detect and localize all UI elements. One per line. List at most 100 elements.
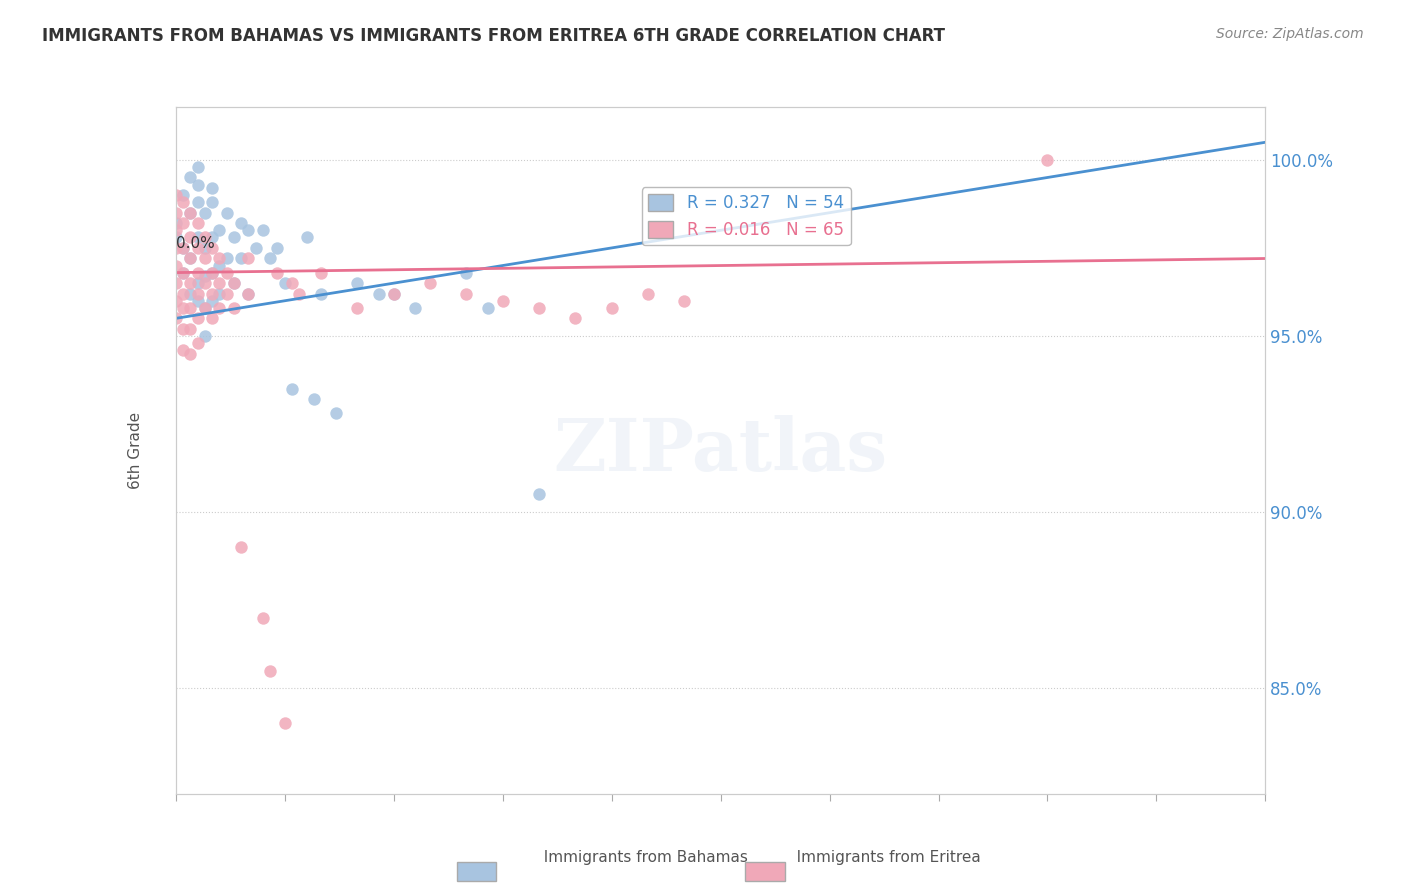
Point xyxy=(208,223,231,237)
Text: Source: ZipAtlas.com: Source: ZipAtlas.com xyxy=(1216,27,1364,41)
Point xyxy=(172,216,194,230)
Point xyxy=(477,301,499,315)
Point xyxy=(368,286,391,301)
Point xyxy=(179,276,201,290)
Point xyxy=(165,205,187,219)
Point xyxy=(456,266,478,280)
Point xyxy=(186,195,209,210)
Point xyxy=(252,223,274,237)
Point xyxy=(215,205,238,219)
Point xyxy=(259,664,281,678)
Point xyxy=(165,241,187,255)
Point xyxy=(266,241,288,255)
Legend: R = 0.327   N = 54, R = 0.016   N = 65: R = 0.327 N = 54, R = 0.016 N = 65 xyxy=(641,187,851,245)
Point xyxy=(194,269,217,284)
Text: IMMIGRANTS FROM BAHAMAS VS IMMIGRANTS FROM ERITREA 6TH GRADE CORRELATION CHART: IMMIGRANTS FROM BAHAMAS VS IMMIGRANTS FR… xyxy=(42,27,945,45)
Point xyxy=(186,230,209,244)
Point xyxy=(186,241,209,255)
Point xyxy=(186,216,209,230)
Point xyxy=(245,241,267,255)
Point xyxy=(179,205,201,219)
Point xyxy=(172,322,194,336)
Text: Immigrants from Bahamas          Immigrants from Eritrea: Immigrants from Bahamas Immigrants from … xyxy=(534,850,981,865)
Point xyxy=(186,336,209,351)
Point xyxy=(186,160,209,174)
Point xyxy=(179,230,201,244)
Point xyxy=(295,230,318,244)
Point xyxy=(405,301,427,315)
Point xyxy=(492,293,515,308)
Point xyxy=(346,301,368,315)
Point xyxy=(208,259,231,273)
Point xyxy=(186,311,209,326)
Point xyxy=(201,311,224,326)
Point xyxy=(222,230,245,244)
Point xyxy=(172,188,194,202)
Point xyxy=(201,266,224,280)
Text: 0.0%: 0.0% xyxy=(176,236,215,252)
Point xyxy=(252,611,274,625)
Point xyxy=(309,266,332,280)
Point xyxy=(165,188,187,202)
Point xyxy=(172,266,194,280)
Point xyxy=(201,293,224,308)
Point xyxy=(179,301,201,315)
Point xyxy=(165,223,187,237)
Point xyxy=(186,293,209,308)
Point xyxy=(382,286,405,301)
Point xyxy=(201,286,224,301)
Point xyxy=(382,286,405,301)
Point xyxy=(194,276,217,290)
Point xyxy=(165,293,187,308)
Point xyxy=(281,276,304,290)
Point xyxy=(564,311,586,326)
Point xyxy=(165,259,187,273)
Point xyxy=(346,276,368,290)
Point xyxy=(637,286,659,301)
Point xyxy=(208,286,231,301)
Point xyxy=(456,286,478,301)
Point xyxy=(309,286,332,301)
Point xyxy=(238,286,260,301)
Point xyxy=(600,301,623,315)
Point xyxy=(527,301,550,315)
Point xyxy=(1036,153,1059,167)
Point xyxy=(194,252,217,266)
Point xyxy=(172,266,194,280)
Point xyxy=(186,286,209,301)
Point xyxy=(231,252,253,266)
Point xyxy=(201,181,224,195)
Point xyxy=(325,407,347,421)
Point xyxy=(194,329,217,343)
Point xyxy=(274,716,297,731)
Point xyxy=(172,286,194,301)
Point xyxy=(194,241,217,255)
Point xyxy=(194,301,217,315)
Point xyxy=(179,170,201,185)
Point xyxy=(238,286,260,301)
Point xyxy=(215,286,238,301)
Point xyxy=(259,252,281,266)
Point xyxy=(288,286,311,301)
Point xyxy=(222,276,245,290)
Point xyxy=(179,346,201,360)
Point xyxy=(179,322,201,336)
Point xyxy=(231,541,253,555)
Point xyxy=(194,301,217,315)
Point xyxy=(165,230,187,244)
Point xyxy=(238,252,260,266)
Y-axis label: 6th Grade: 6th Grade xyxy=(128,412,143,489)
Point xyxy=(179,252,201,266)
Point xyxy=(194,205,217,219)
Point xyxy=(165,311,187,326)
Point xyxy=(215,252,238,266)
Point xyxy=(201,195,224,210)
Point xyxy=(222,301,245,315)
Point xyxy=(172,241,194,255)
Point xyxy=(165,276,187,290)
Point xyxy=(186,266,209,280)
Point xyxy=(172,195,194,210)
Point xyxy=(172,343,194,357)
Text: ZIPatlas: ZIPatlas xyxy=(554,415,887,486)
Point xyxy=(186,178,209,192)
